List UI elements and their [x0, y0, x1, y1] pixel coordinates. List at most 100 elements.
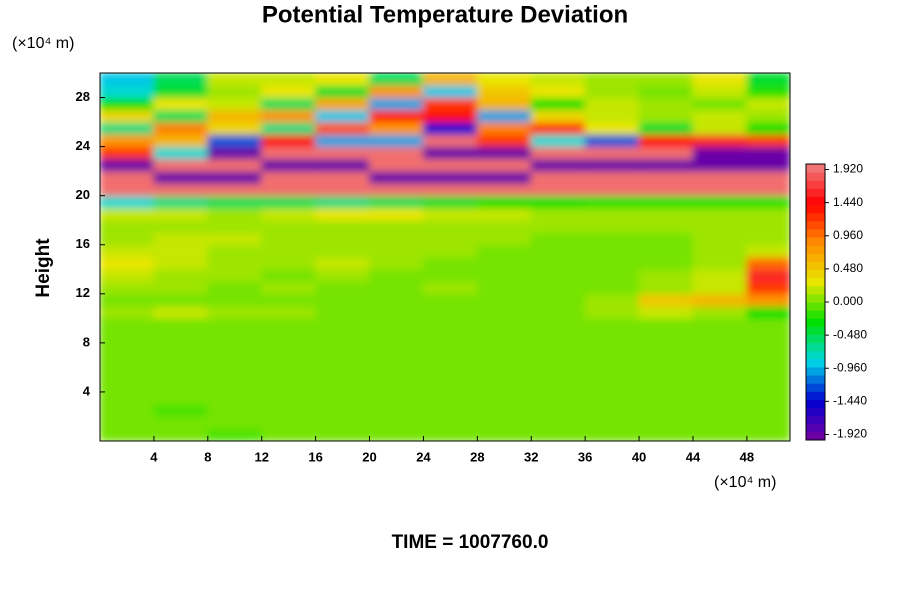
cell [422, 170, 478, 184]
cell [476, 379, 532, 393]
cell [261, 366, 317, 381]
cell [369, 354, 424, 368]
cell [530, 428, 586, 441]
cell [476, 268, 532, 283]
cell [530, 256, 586, 270]
cell [100, 195, 155, 209]
cell [207, 256, 263, 270]
cell [315, 109, 371, 123]
cell [153, 330, 209, 344]
cell [153, 354, 209, 368]
cell [584, 268, 640, 283]
cell [530, 354, 586, 368]
cell [422, 391, 478, 405]
cell [369, 403, 424, 417]
cell [369, 330, 424, 344]
cell [584, 73, 640, 86]
cell [207, 379, 263, 393]
cell [638, 219, 694, 233]
cell [476, 84, 532, 99]
cell [692, 182, 748, 197]
cell [207, 133, 263, 148]
x-tick-label: 24 [416, 449, 431, 464]
cell [207, 146, 263, 160]
cell [261, 73, 317, 86]
cell [422, 268, 478, 283]
cell [692, 244, 748, 258]
y-tick-label: 12 [76, 285, 90, 300]
cell [638, 97, 694, 111]
cell [207, 231, 263, 246]
colorbar-tick-label: 0.480 [833, 261, 863, 275]
cell [584, 121, 640, 135]
cell [315, 256, 371, 270]
cell [315, 182, 371, 197]
cell [422, 293, 478, 307]
cell [100, 97, 155, 111]
cell [692, 133, 748, 148]
cell [153, 293, 209, 307]
colorbar-band [806, 237, 825, 246]
cell [692, 391, 748, 405]
colorbar-band [806, 342, 825, 352]
cell [638, 195, 694, 209]
x-tick-label: 12 [254, 449, 268, 464]
cell [261, 97, 317, 111]
cell [584, 158, 640, 172]
cell [530, 379, 586, 393]
cells [100, 73, 790, 441]
cell [692, 415, 748, 430]
cell [153, 403, 209, 417]
cell [369, 256, 424, 270]
cell [369, 109, 424, 123]
cell [261, 133, 317, 148]
cell [100, 305, 155, 319]
cell [584, 330, 640, 344]
y-tick-label: 4 [83, 383, 91, 398]
cell [261, 207, 317, 221]
cell [638, 391, 694, 405]
cell [315, 73, 371, 86]
cell [584, 366, 640, 381]
cell [153, 391, 209, 405]
cell [261, 244, 317, 258]
cell [369, 293, 424, 307]
cell [422, 330, 478, 344]
cell [476, 293, 532, 307]
cell [315, 195, 371, 209]
cell [153, 133, 209, 148]
cell [584, 97, 640, 111]
cell [100, 244, 155, 258]
cell [100, 281, 155, 295]
cell [422, 428, 478, 441]
cell [476, 317, 532, 332]
cell [369, 207, 424, 221]
cell [369, 305, 424, 319]
cell [530, 244, 586, 258]
x-unit: (×10⁴ m) [714, 474, 776, 491]
cell [746, 330, 790, 344]
cell [422, 317, 478, 332]
cell [530, 317, 586, 332]
cell [692, 354, 748, 368]
cell [261, 231, 317, 246]
colorbar-band [806, 180, 825, 189]
cell [207, 207, 263, 221]
cell [530, 268, 586, 283]
cell [261, 293, 317, 307]
cell [207, 73, 263, 86]
cell [746, 379, 790, 393]
cell [100, 84, 155, 99]
cell [315, 366, 371, 381]
cell [207, 281, 263, 295]
cell [315, 428, 371, 441]
colorbar-band [806, 391, 825, 400]
cell [476, 207, 532, 221]
cell [692, 195, 748, 209]
cell [315, 342, 371, 356]
cell [261, 109, 317, 123]
cell [261, 317, 317, 332]
cell [261, 379, 317, 393]
cell [692, 109, 748, 123]
cell [692, 342, 748, 356]
